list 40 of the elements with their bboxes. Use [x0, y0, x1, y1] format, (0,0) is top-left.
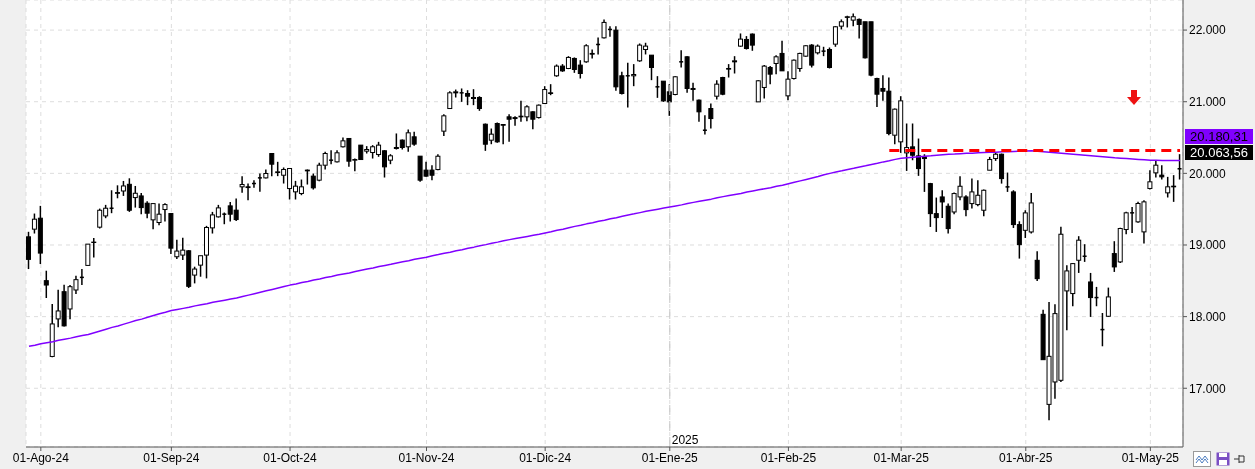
- candlestick: [785, 70, 791, 101]
- y-tick-label: 18.000: [1189, 309, 1227, 324]
- x-tick-label: 01-Ago-24: [12, 450, 70, 465]
- text: 20.180,31: [1185, 128, 1253, 144]
- y-tick-label: 20.000: [1189, 166, 1227, 181]
- candlestick: [649, 54, 654, 81]
- candlestick: [696, 98, 702, 123]
- candlestick: [708, 102, 714, 130]
- candlestick: [1088, 272, 1094, 318]
- y-tick-label: 19.000: [1189, 238, 1227, 253]
- candlestick: [441, 113, 447, 137]
- x-tick-label: 01-Ene-25: [641, 450, 699, 465]
- candlestick: [702, 114, 708, 136]
- candlestick: [26, 231, 31, 270]
- candlestick: [1034, 250, 1040, 282]
- candlestick: [1105, 286, 1111, 318]
- x-tick-label: 01-Dic-24: [519, 450, 572, 465]
- candlestick: [162, 202, 168, 223]
- candlestick: [43, 269, 49, 299]
- text: 20.063,56: [1185, 144, 1253, 160]
- candlestick: [85, 243, 91, 267]
- y-tick-label: 22.000: [1189, 23, 1227, 38]
- candlestick: [1076, 235, 1082, 274]
- x-tick-label: 01-Mar-25: [873, 450, 930, 465]
- x-tick-label: 01-May-25: [1121, 450, 1180, 465]
- candlestick: [91, 237, 97, 259]
- y-tick-label: 17.000: [1189, 381, 1227, 396]
- candlestick: [1159, 164, 1165, 181]
- x-tick-label: 01-Feb-25: [760, 450, 817, 465]
- candlestick: [939, 189, 945, 219]
- x-tick-label: 01-Oct-24: [263, 450, 318, 465]
- ref-line-label: 2025: [671, 433, 699, 447]
- candlestick: [654, 75, 661, 99]
- x-tick-label: 01-Nov-24: [398, 450, 455, 465]
- candlestick: [1004, 171, 1011, 193]
- y-tick-label: 21.000: [1189, 94, 1227, 109]
- x-tick-label: 01-Abr-25: [999, 450, 1053, 465]
- candlestick: [108, 189, 115, 214]
- x-tick-label: 01-Sep-24: [143, 450, 200, 465]
- candlestick: [269, 152, 275, 177]
